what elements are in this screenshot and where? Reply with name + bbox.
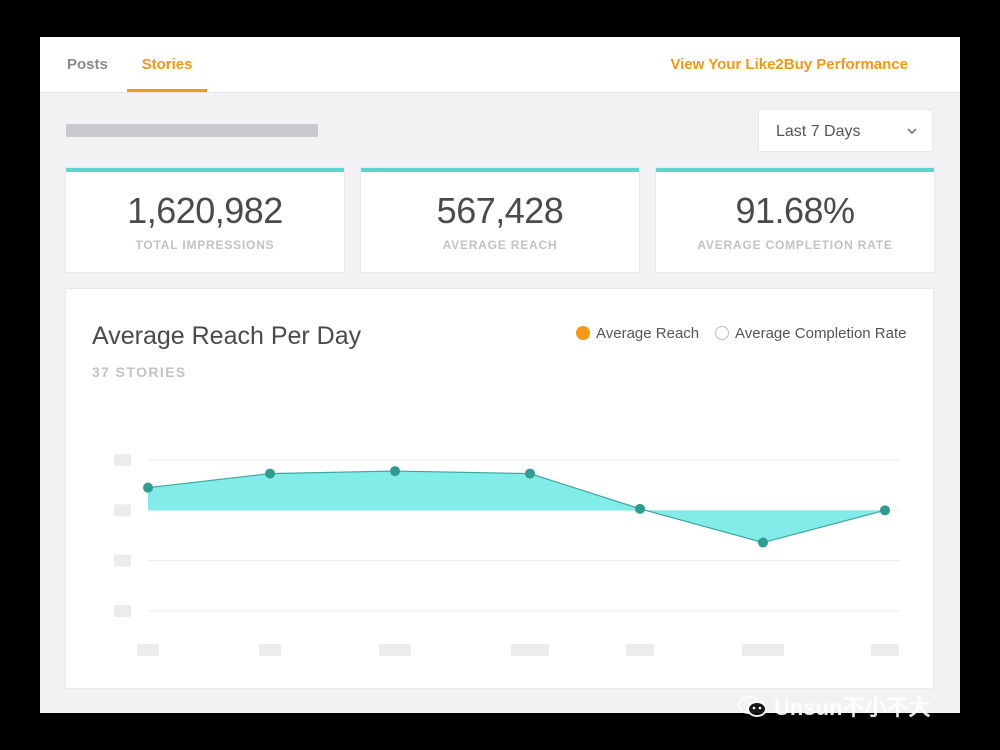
app-window: Posts Stories View Your Like2Buy Perform…	[40, 37, 960, 713]
data-point	[390, 466, 400, 477]
date-range-value: Last 7 Days	[776, 123, 861, 140]
tab-stories-label: Stories	[141, 56, 193, 73]
watermark-text: Unsun不小不大	[774, 695, 931, 720]
tab-posts[interactable]: Posts	[67, 56, 108, 73]
stat-label: AVERAGE COMPLETION RATE	[697, 238, 893, 252]
story-count: 37 STORIES	[92, 364, 187, 380]
chart-title: Average Reach Per Day	[92, 322, 362, 350]
wechat-icon	[738, 696, 767, 717]
chevron-down-icon	[907, 128, 917, 135]
stat-card-completion-rate: 91.68% AVERAGE COMPLETION RATE	[656, 168, 934, 272]
x-tick-label-placeholder	[511, 644, 549, 656]
stat-card-total-impressions: 1,620,982 TOTAL IMPRESSIONS	[66, 168, 344, 272]
legend-label: Average Reach	[596, 325, 700, 342]
tab-stories[interactable]: Stories	[127, 37, 207, 92]
stat-value: 91.68%	[735, 190, 855, 231]
stat-label: TOTAL IMPRESSIONS	[135, 238, 275, 252]
radio-selected-icon	[576, 326, 590, 340]
stat-value: 567,428	[436, 190, 564, 231]
stat-label: AVERAGE REACH	[442, 238, 558, 252]
reach-area-chart	[114, 454, 900, 656]
data-point	[143, 482, 153, 493]
stat-card-average-reach: 567,428 AVERAGE REACH	[361, 168, 639, 272]
loading-placeholder	[66, 124, 318, 137]
x-tick-label-placeholder	[871, 644, 899, 656]
legend-average-completion-rate[interactable]: Average Completion Rate	[715, 325, 907, 342]
watermark: Unsun不小不大	[738, 690, 930, 722]
legend-average-reach[interactable]: Average Reach	[576, 325, 699, 342]
x-tick-label-placeholder	[259, 644, 281, 656]
y-tick-label-placeholder	[114, 454, 131, 466]
legend-label: Average Completion Rate	[735, 325, 907, 342]
x-tick-label-placeholder	[137, 644, 159, 656]
data-point	[265, 468, 275, 479]
x-tick-label-placeholder	[379, 644, 411, 656]
data-point	[880, 505, 890, 516]
x-tick-label-placeholder	[742, 644, 784, 656]
stat-value: 1,620,982	[127, 190, 283, 231]
data-point	[758, 537, 768, 548]
area-fill	[148, 471, 885, 543]
data-point	[635, 503, 645, 514]
x-tick-label-placeholder	[626, 644, 654, 656]
top-nav: Posts Stories View Your Like2Buy Perform…	[40, 37, 960, 93]
data-point	[525, 468, 535, 479]
chart-panel: Average Reach Per Day 37 STORIES Average…	[66, 289, 933, 688]
y-tick-label-placeholder	[114, 605, 131, 617]
y-tick-label-placeholder	[114, 554, 131, 567]
radio-unselected-icon	[715, 326, 729, 340]
date-range-dropdown[interactable]: Last 7 Days	[758, 109, 933, 152]
active-tab-indicator	[127, 89, 207, 92]
y-tick-label-placeholder	[114, 504, 131, 517]
like2buy-performance-link[interactable]: View Your Like2Buy Performance	[670, 56, 908, 73]
